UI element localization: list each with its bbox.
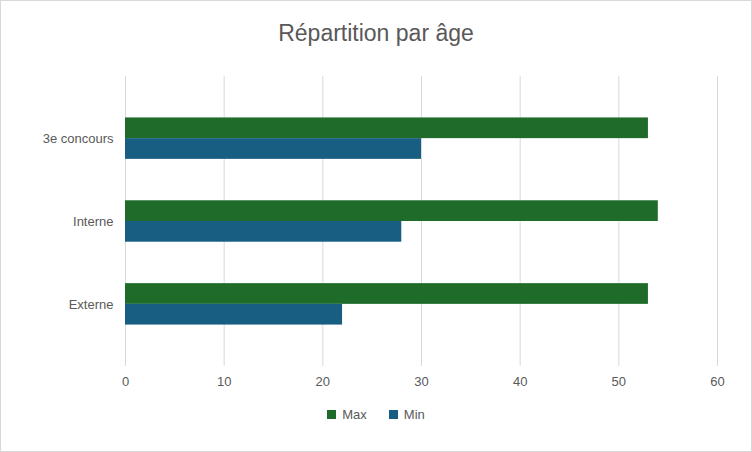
svg-text:30: 30 (414, 374, 428, 389)
svg-text:0: 0 (122, 374, 129, 389)
svg-text:50: 50 (612, 374, 626, 389)
svg-text:3e concours: 3e concours (43, 131, 114, 146)
html-text:Répartition par âge: Répartition par âge (278, 20, 474, 46)
svg-text:40: 40 (513, 374, 527, 389)
svg-text:60: 60 (710, 374, 724, 389)
html-text:Max: Max (342, 407, 367, 422)
svg-text:10: 10 (217, 374, 231, 389)
svg-text:Externe: Externe (69, 297, 114, 312)
svg-text:20: 20 (316, 374, 330, 389)
html-text:Min: Min (403, 407, 425, 422)
svg-text:Interne: Interne (73, 214, 113, 229)
